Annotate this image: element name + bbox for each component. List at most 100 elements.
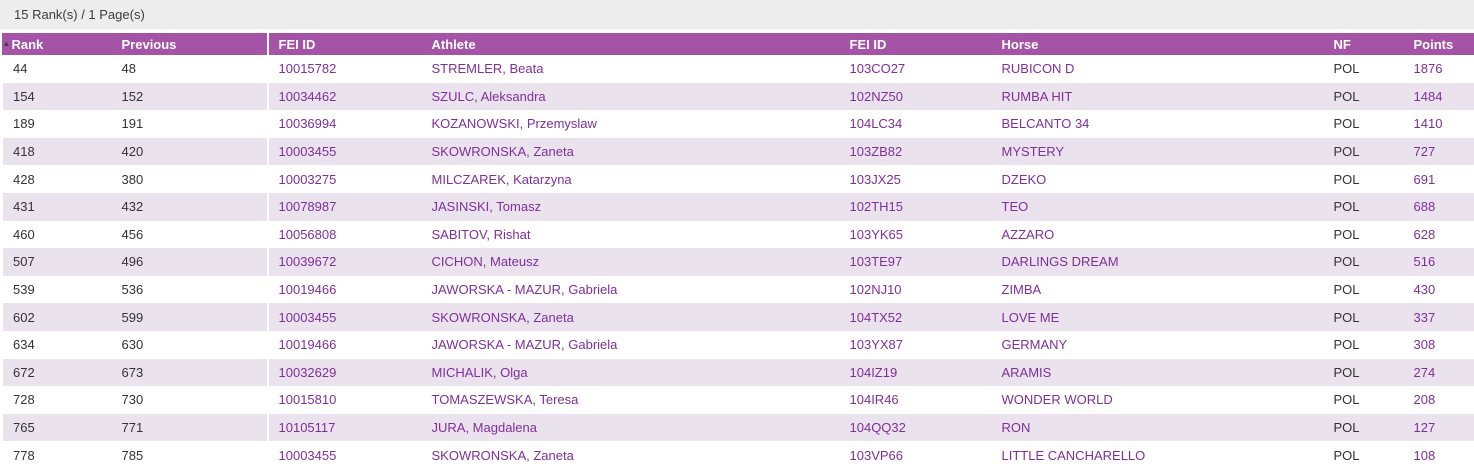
horse-fei-id-link[interactable]: 104QQ32 <box>839 413 992 442</box>
athlete-fei-id-link[interactable]: 10003455 <box>268 441 422 469</box>
previous-cell: 432 <box>111 192 269 221</box>
points-link[interactable]: 688 <box>1403 192 1474 221</box>
horse-fei-id-link[interactable]: 104TX52 <box>839 303 992 331</box>
athlete-fei-id-link[interactable]: 10003275 <box>268 165 422 193</box>
athlete-fei-id-link[interactable]: 10039672 <box>268 248 422 276</box>
horse-link[interactable]: ARAMIS <box>991 358 1324 387</box>
horse-fei-id-link[interactable]: 103ZB82 <box>839 137 992 166</box>
column-header-rank[interactable]: ▲ Rank <box>1 33 112 55</box>
horse-link[interactable]: GERMANY <box>991 330 1324 359</box>
rank-cell: 672 <box>0 358 112 387</box>
athlete-link[interactable]: SABITOV, Rishat <box>421 220 840 249</box>
rank-cell: 765 <box>0 413 112 442</box>
athlete-link[interactable]: KOZANOWSKI, Przemyslaw <box>421 110 840 138</box>
horse-fei-id-link[interactable]: 103CO27 <box>839 55 992 83</box>
column-header-previous[interactable]: Previous <box>111 33 269 55</box>
horse-fei-id-link[interactable]: 103VP66 <box>839 441 992 469</box>
table-row: 431 432 10078987 JASINSKI, Tomasz 102TH15 TEO… <box>0 192 1474 221</box>
horse-fei-id-link[interactable]: 104IZ19 <box>839 358 992 387</box>
nf-cell: POL <box>1323 441 1404 469</box>
points-link[interactable]: 274 <box>1403 358 1474 387</box>
horse-fei-id-link[interactable]: 102TH15 <box>839 192 992 221</box>
horse-link[interactable]: RUMBA HIT <box>991 82 1324 111</box>
athlete-link[interactable]: JASINSKI, Tomasz <box>421 192 840 221</box>
points-link[interactable]: 1876 <box>1403 55 1474 83</box>
column-header-horse-fei-id[interactable]: FEI ID <box>839 33 992 55</box>
athlete-link[interactable]: STREMLER, Beata <box>421 55 840 83</box>
horse-fei-id-link[interactable]: 102NZ50 <box>839 82 992 111</box>
horse-link[interactable]: WONDER WORLD <box>991 386 1324 414</box>
athlete-fei-id-link[interactable]: 10034462 <box>268 82 422 111</box>
table-body: 44 48 10015782 STREMLER, Beata 103CO27 RUBICO… <box>0 55 1474 469</box>
horse-link[interactable]: MYSTERY <box>991 137 1324 166</box>
column-header-athlete-fei-id[interactable]: FEI ID <box>268 33 422 55</box>
athlete-link[interactable]: TOMASZEWSKA, Teresa <box>421 386 840 414</box>
athlete-fei-id-link[interactable]: 10019466 <box>268 275 422 304</box>
athlete-fei-id-link[interactable]: 10003455 <box>268 137 422 166</box>
horse-link[interactable]: TEO <box>991 192 1324 221</box>
nf-cell: POL <box>1323 137 1404 166</box>
athlete-fei-id-link[interactable]: 10078987 <box>268 192 422 221</box>
athlete-link[interactable]: JURA, Magdalena <box>421 413 840 442</box>
horse-fei-id-link[interactable]: 103YX87 <box>839 330 992 359</box>
points-link[interactable]: 108 <box>1403 441 1474 469</box>
athlete-link[interactable]: SZULC, Aleksandra <box>421 82 840 111</box>
table-row: 602 599 10003455 SKOWRONSKA, Zaneta 104TX52 L… <box>0 303 1474 331</box>
athlete-link[interactable]: JAWORSKA - MAZUR, Gabriela <box>421 275 840 304</box>
horse-fei-id-link[interactable]: 102NJ10 <box>839 275 992 304</box>
table-row: 765 771 10105117 JURA, Magdalena 104QQ32 RON P… <box>0 413 1474 442</box>
athlete-link[interactable]: CICHON, Mateusz <box>421 248 840 276</box>
horse-fei-id-link[interactable]: 104IR46 <box>839 386 992 414</box>
athlete-fei-id-link[interactable]: 10019466 <box>268 330 422 359</box>
points-link[interactable]: 516 <box>1403 248 1474 276</box>
athlete-fei-id-link[interactable]: 10015782 <box>268 55 422 83</box>
horse-fei-id-link[interactable]: 104LC34 <box>839 110 992 138</box>
nf-cell: POL <box>1323 330 1404 359</box>
points-link[interactable]: 208 <box>1403 386 1474 414</box>
points-link[interactable]: 1484 <box>1403 82 1474 111</box>
column-header-points[interactable]: Points <box>1403 33 1474 55</box>
athlete-link[interactable]: JAWORSKA - MAZUR, Gabriela <box>421 330 840 359</box>
table-row: 672 673 10032629 MICHALIK, Olga 104IZ19 ARAMI… <box>0 358 1474 387</box>
horse-link[interactable]: AZZARO <box>991 220 1324 249</box>
results-summary-text: 15 Rank(s) / 1 Page(s) <box>14 7 145 22</box>
athlete-link[interactable]: SKOWRONSKA, Zaneta <box>421 303 840 331</box>
column-header-nf[interactable]: NF <box>1323 33 1404 55</box>
results-summary-bar: 15 Rank(s) / 1 Page(s) <box>0 0 1474 29</box>
horse-link[interactable]: DZEKO <box>991 165 1324 193</box>
horse-link[interactable]: LITTLE CANCHARELLO <box>991 441 1324 469</box>
points-link[interactable]: 337 <box>1403 303 1474 331</box>
previous-cell: 785 <box>111 441 269 469</box>
horse-fei-id-link[interactable]: 103YK65 <box>839 220 992 249</box>
horse-link[interactable]: BELCANTO 34 <box>991 110 1324 138</box>
athlete-link[interactable]: MICHALIK, Olga <box>421 358 840 387</box>
horse-link[interactable]: RUBICON D <box>991 55 1324 83</box>
rank-cell: 44 <box>0 55 112 83</box>
athlete-fei-id-link[interactable]: 10003455 <box>268 303 422 331</box>
points-link[interactable]: 691 <box>1403 165 1474 193</box>
athlete-link[interactable]: MILCZAREK, Katarzyna <box>421 165 840 193</box>
rank-cell: 507 <box>0 248 112 276</box>
horse-fei-id-link[interactable]: 103JX25 <box>839 165 992 193</box>
points-link[interactable]: 308 <box>1403 330 1474 359</box>
horse-link[interactable]: RON <box>991 413 1324 442</box>
points-link[interactable]: 430 <box>1403 275 1474 304</box>
sort-ascending-icon: ▲ <box>2 39 11 48</box>
points-link[interactable]: 127 <box>1403 413 1474 442</box>
points-link[interactable]: 1410 <box>1403 110 1474 138</box>
horse-link[interactable]: ZIMBA <box>991 275 1324 304</box>
athlete-fei-id-link[interactable]: 10032629 <box>268 358 422 387</box>
athlete-fei-id-link[interactable]: 10105117 <box>268 413 422 442</box>
points-link[interactable]: 727 <box>1403 137 1474 166</box>
horse-link[interactable]: LOVE ME <box>991 303 1324 331</box>
athlete-fei-id-link[interactable]: 10056808 <box>268 220 422 249</box>
column-header-athlete[interactable]: Athlete <box>421 33 840 55</box>
column-header-horse[interactable]: Horse <box>991 33 1324 55</box>
horse-fei-id-link[interactable]: 103TE97 <box>839 248 992 276</box>
athlete-fei-id-link[interactable]: 10036994 <box>268 110 422 138</box>
horse-link[interactable]: DARLINGS DREAM <box>991 248 1324 276</box>
athlete-link[interactable]: SKOWRONSKA, Zaneta <box>421 137 840 166</box>
athlete-link[interactable]: SKOWRONSKA, Zaneta <box>421 441 840 469</box>
athlete-fei-id-link[interactable]: 10015810 <box>268 386 422 414</box>
points-link[interactable]: 628 <box>1403 220 1474 249</box>
